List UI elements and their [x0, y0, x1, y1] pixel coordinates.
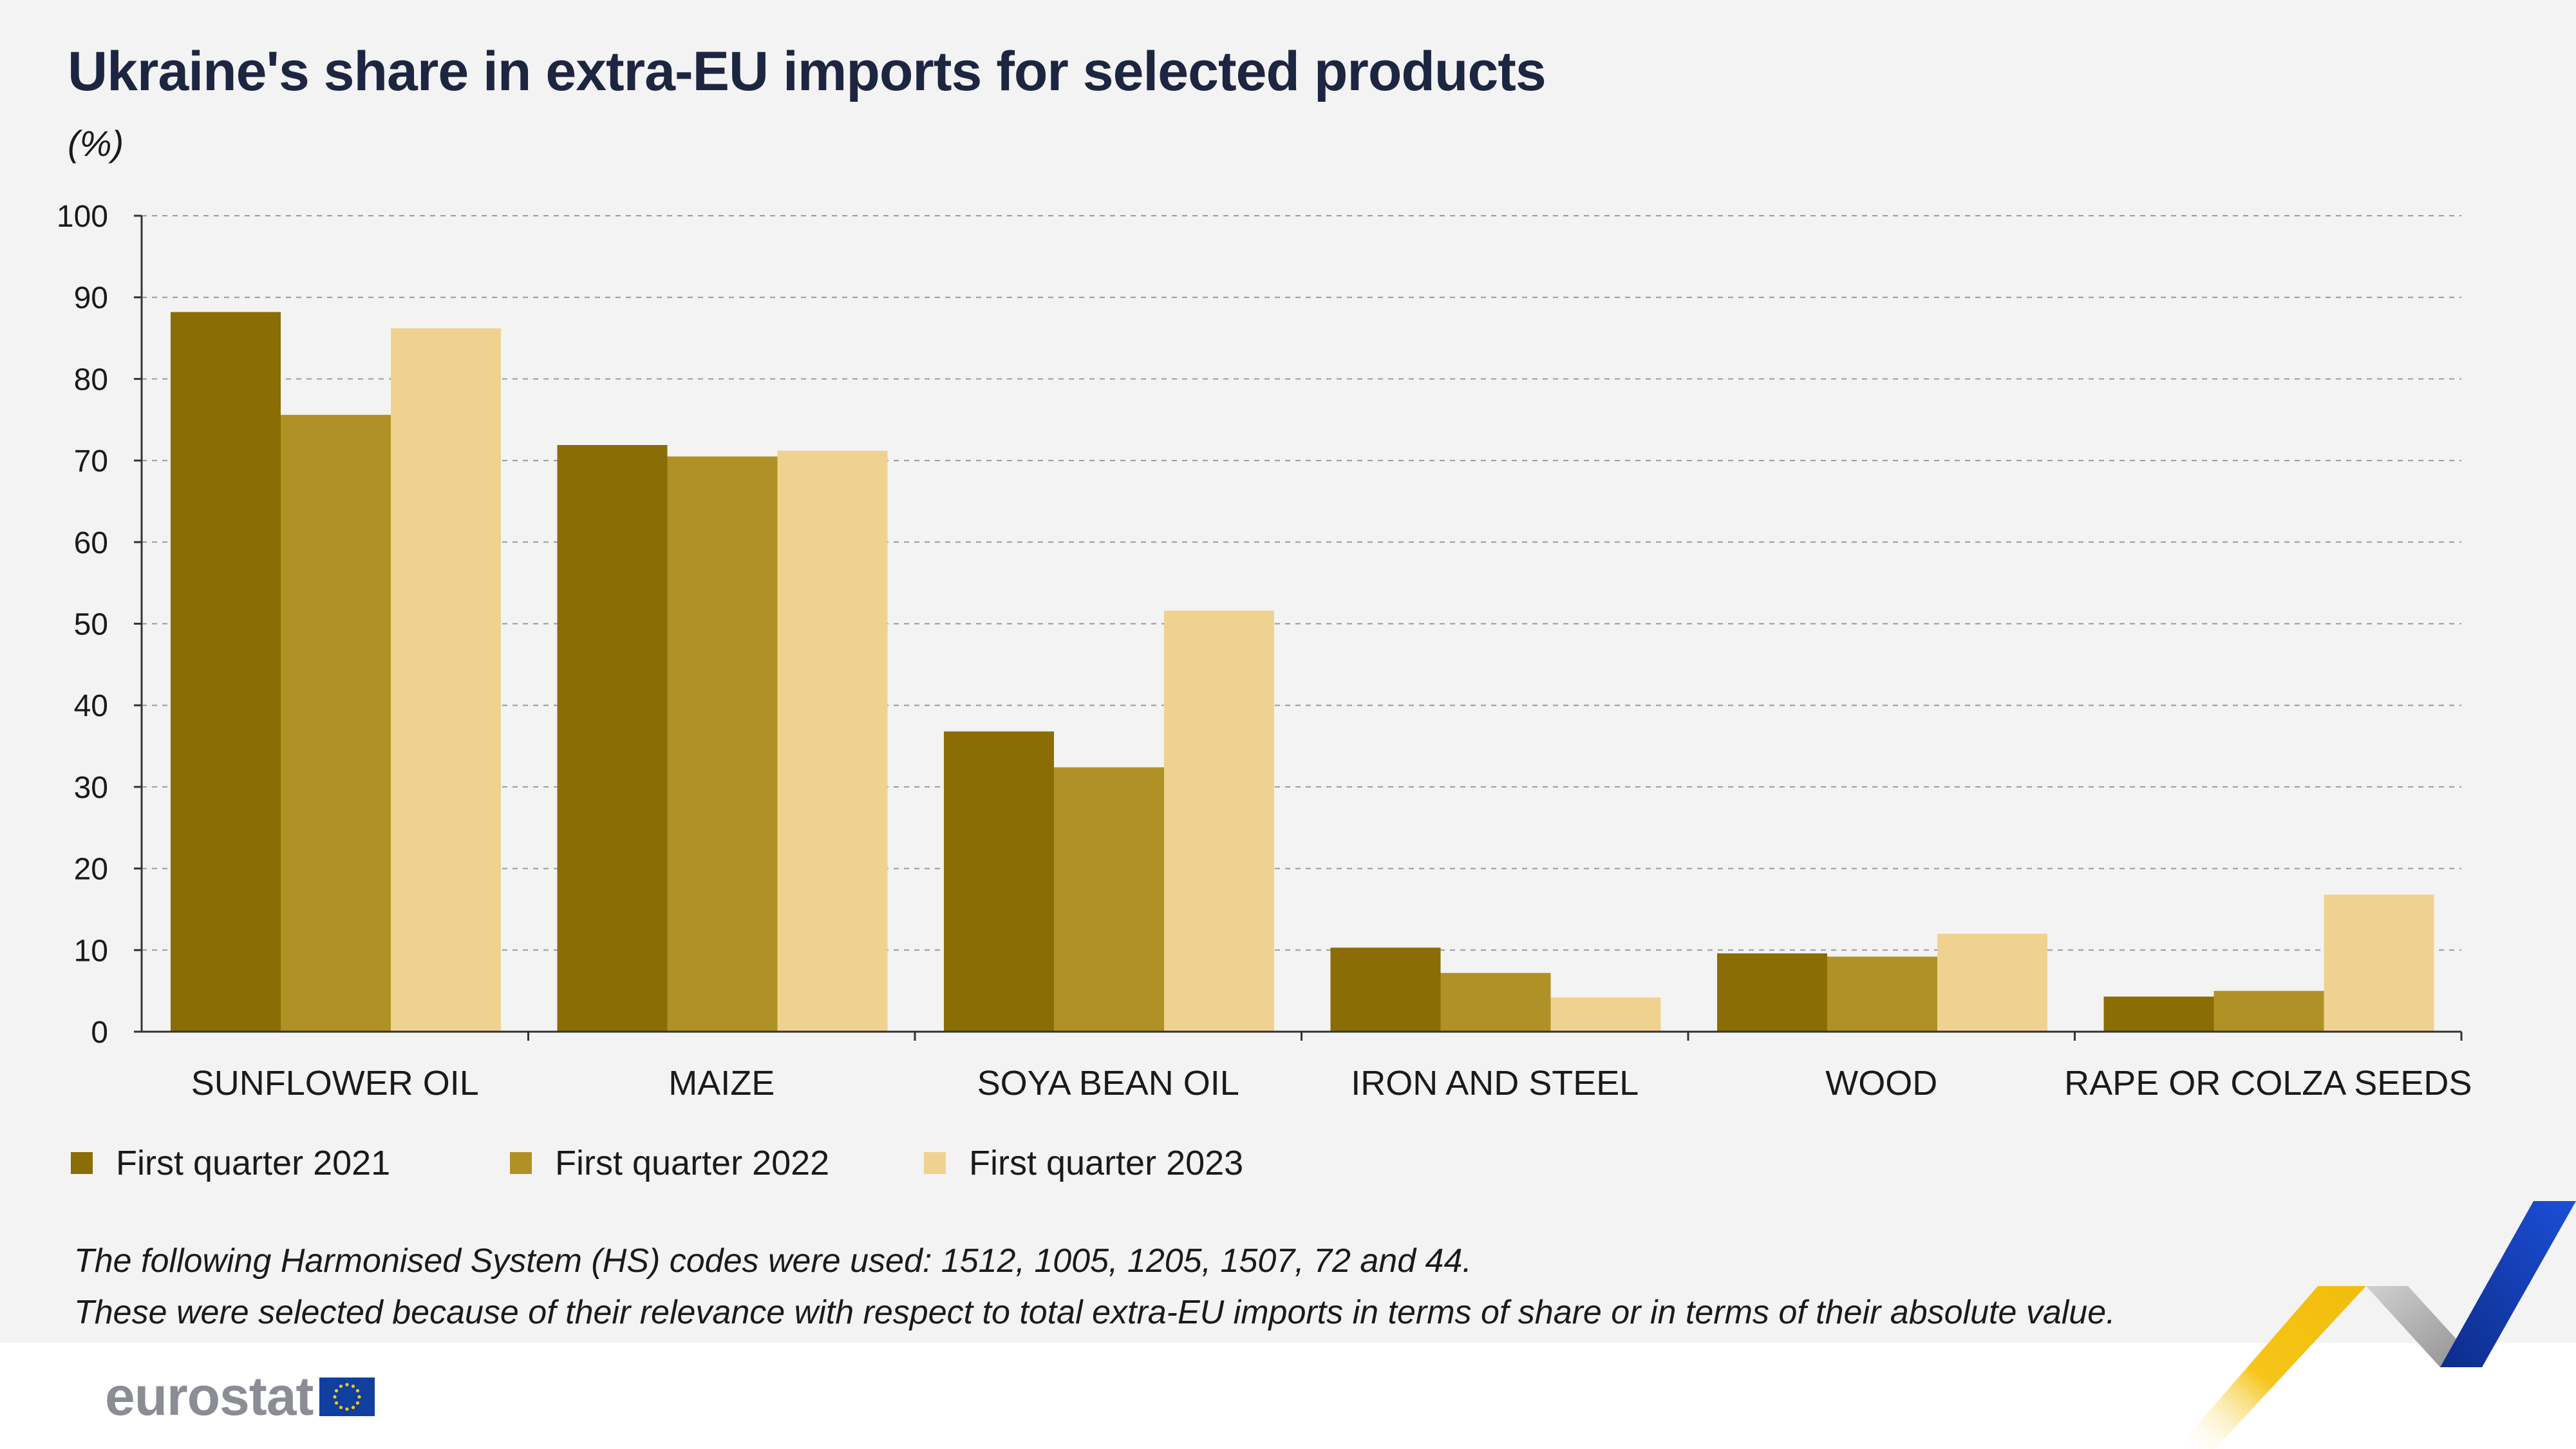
eu-star	[339, 1405, 343, 1409]
eu-star	[339, 1384, 343, 1388]
bar-rape-or-colza-seeds-0	[2103, 996, 2214, 1032]
bar-soya-bean-oil-2	[1164, 611, 1274, 1032]
bar-soya-bean-oil-1	[1054, 767, 1164, 1032]
y-tick-label-80: 80	[74, 363, 108, 397]
bar-maize-2	[777, 450, 888, 1032]
x-category-label: MAIZE	[668, 1064, 775, 1103]
eurostat-logo: eurostat	[105, 1365, 375, 1428]
bar-wood-2	[1937, 933, 2047, 1032]
legend-item-2021: First quarter 2021	[71, 1143, 510, 1183]
chart-panel: Ukraine's share in extra-EU imports for …	[0, 0, 2576, 1343]
legend-label-2021: First quarter 2021	[116, 1144, 391, 1182]
bar-iron-and-steel-1	[1440, 972, 1551, 1032]
x-category-label: SUNFLOWER OIL	[191, 1064, 479, 1103]
y-tick-label-100: 100	[57, 200, 108, 234]
eu-flag-icon	[319, 1377, 375, 1416]
x-category-label: IRON AND STEEL	[1351, 1064, 1639, 1103]
footnote-hs-codes: The following Harmonised System (HS) cod…	[74, 1242, 1472, 1280]
eu-star	[345, 1406, 350, 1411]
y-tick-label-70: 70	[74, 444, 108, 478]
y-tick-label-0: 0	[91, 1016, 108, 1050]
legend-swatch-2023	[924, 1152, 946, 1174]
bar-sunflower-oil-2	[391, 328, 501, 1032]
eu-star	[335, 1388, 339, 1392]
y-tick-label-60: 60	[74, 526, 108, 560]
footnotes: The following Harmonised System (HS) cod…	[74, 1235, 2116, 1338]
chart-title: Ukraine's share in extra-EU imports for …	[68, 41, 1547, 102]
bar-iron-and-steel-2	[1550, 997, 1661, 1032]
bar-rape-or-colza-seeds-1	[2214, 990, 2324, 1032]
bar-rape-or-colza-seeds-2	[2324, 895, 2434, 1032]
eurostat-wordmark: eurostat	[105, 1366, 314, 1426]
y-tick-label-30: 30	[74, 771, 108, 805]
bar-maize-0	[557, 445, 668, 1032]
eu-star	[356, 1401, 360, 1405]
bar-sunflower-oil-0	[171, 312, 281, 1032]
eu-star	[352, 1384, 355, 1388]
legend-label-2022: First quarter 2022	[555, 1144, 830, 1182]
y-tick-label-90: 90	[74, 281, 108, 316]
bar-maize-1	[667, 456, 778, 1032]
footnote-selection: These were selected because of their rel…	[74, 1294, 2116, 1331]
x-category-label: SOYA BEAN OIL	[977, 1064, 1239, 1103]
eu-star	[357, 1394, 362, 1399]
y-tick-label-10: 10	[74, 934, 108, 968]
legend-item-2022: First quarter 2022	[510, 1143, 924, 1183]
bar-iron-and-steel-0	[1330, 947, 1441, 1032]
y-tick-label-40: 40	[74, 689, 108, 723]
legend-item-2023: First quarter 2023	[924, 1143, 1243, 1183]
legend-label-2023: First quarter 2023	[969, 1144, 1244, 1182]
eu-star	[345, 1382, 350, 1387]
bar-soya-bean-oil-0	[944, 731, 1054, 1032]
bar-wood-1	[1827, 956, 1937, 1032]
eu-star	[356, 1388, 360, 1392]
eu-star	[333, 1394, 337, 1399]
bar-chart: 0 10 20 30 40 50 60 70 80 90 100 SUNFLOWER OIL MAIZE…	[57, 200, 2472, 1103]
x-category-label: WOOD	[1825, 1064, 1937, 1103]
eu-star	[352, 1405, 355, 1409]
legend-swatch-2021	[71, 1152, 93, 1174]
bar-wood-0	[1717, 953, 1827, 1032]
y-tick-label-20: 20	[74, 853, 108, 887]
bar-sunflower-oil-1	[281, 415, 391, 1032]
y-tick-label-50: 50	[74, 608, 108, 642]
unit-label: (%)	[68, 123, 124, 164]
legend: First quarter 2021 First quarter 2022 Fi…	[71, 1143, 1243, 1183]
legend-swatch-2022	[510, 1152, 532, 1174]
x-category-label: RAPE OR COLZA SEEDS	[2064, 1064, 2472, 1103]
ukraine-ribbon-decoration	[2176, 1201, 2576, 1449]
eu-star	[335, 1401, 339, 1405]
